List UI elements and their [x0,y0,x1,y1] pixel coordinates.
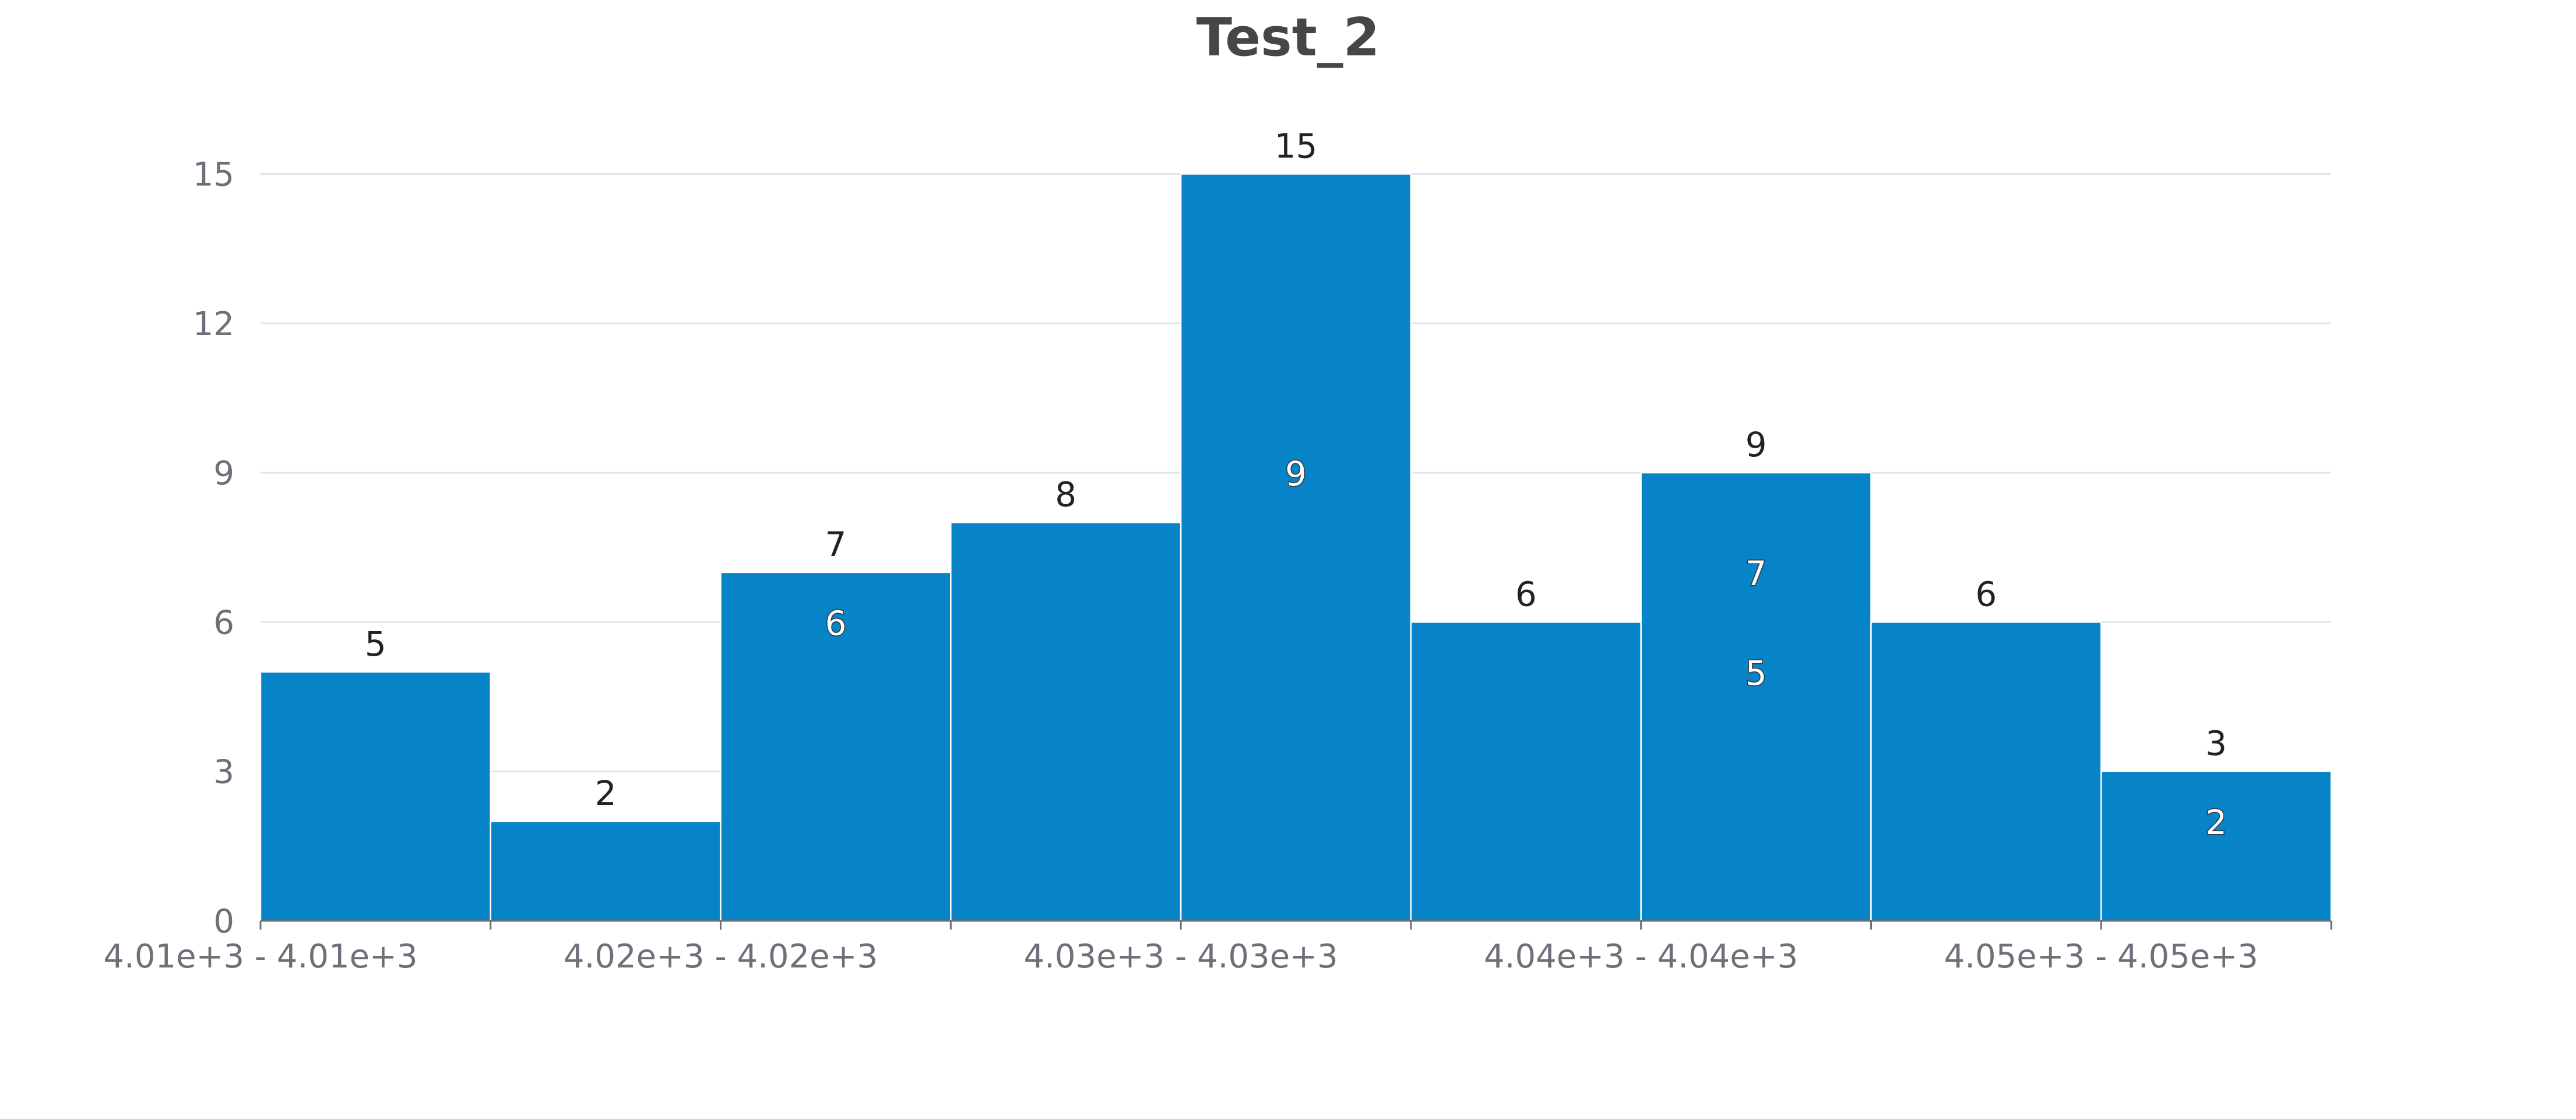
bar-inner-label: 9 [1285,454,1307,494]
y-tick-label: 3 [213,754,234,791]
bar [1410,621,1642,922]
x-tick-label: 4.04e+3 - 4.04e+3 [1484,938,1798,976]
bar-inner-label: 6 [825,603,846,643]
bar-value-label: 5 [365,624,386,664]
bar-value-label: 9 [1746,425,1767,465]
y-tick-label: 15 [193,156,234,193]
bar [1180,173,1412,922]
bar-value-label: 6 [1975,574,1997,614]
bar-value-label: 8 [1055,475,1076,515]
bar-value-label: 15 [1275,126,1318,166]
bar-inner-label: 7 [1746,554,1767,593]
x-tick-label: 4.05e+3 - 4.05e+3 [1944,938,2258,976]
bar-value-label: 6 [1515,574,1537,614]
bar [1870,621,2102,922]
x-tick-label: 4.03e+3 - 4.03e+3 [1024,938,1338,976]
chart-title: Test_2 [1196,7,1380,68]
bar-value-label: 2 [595,773,617,813]
y-tick-label: 6 [213,604,234,642]
bar-value-label: 7 [825,525,846,564]
bar [1640,471,1872,922]
bar [950,522,1182,922]
y-tick-label: 9 [213,455,234,492]
bar-inner-label: 5 [1746,653,1767,693]
bar [259,671,492,922]
bar [2100,770,2332,922]
bar-value-label: 3 [2205,724,2227,763]
x-tick-label: 4.01e+3 - 4.01e+3 [103,938,417,976]
bar [720,571,952,922]
y-tick-label: 12 [193,305,234,343]
x-tick-label: 4.02e+3 - 4.02e+3 [564,938,878,976]
y-tick-label: 0 [213,903,234,941]
bar [490,820,722,922]
bar-inner-label: 2 [2205,803,2227,842]
